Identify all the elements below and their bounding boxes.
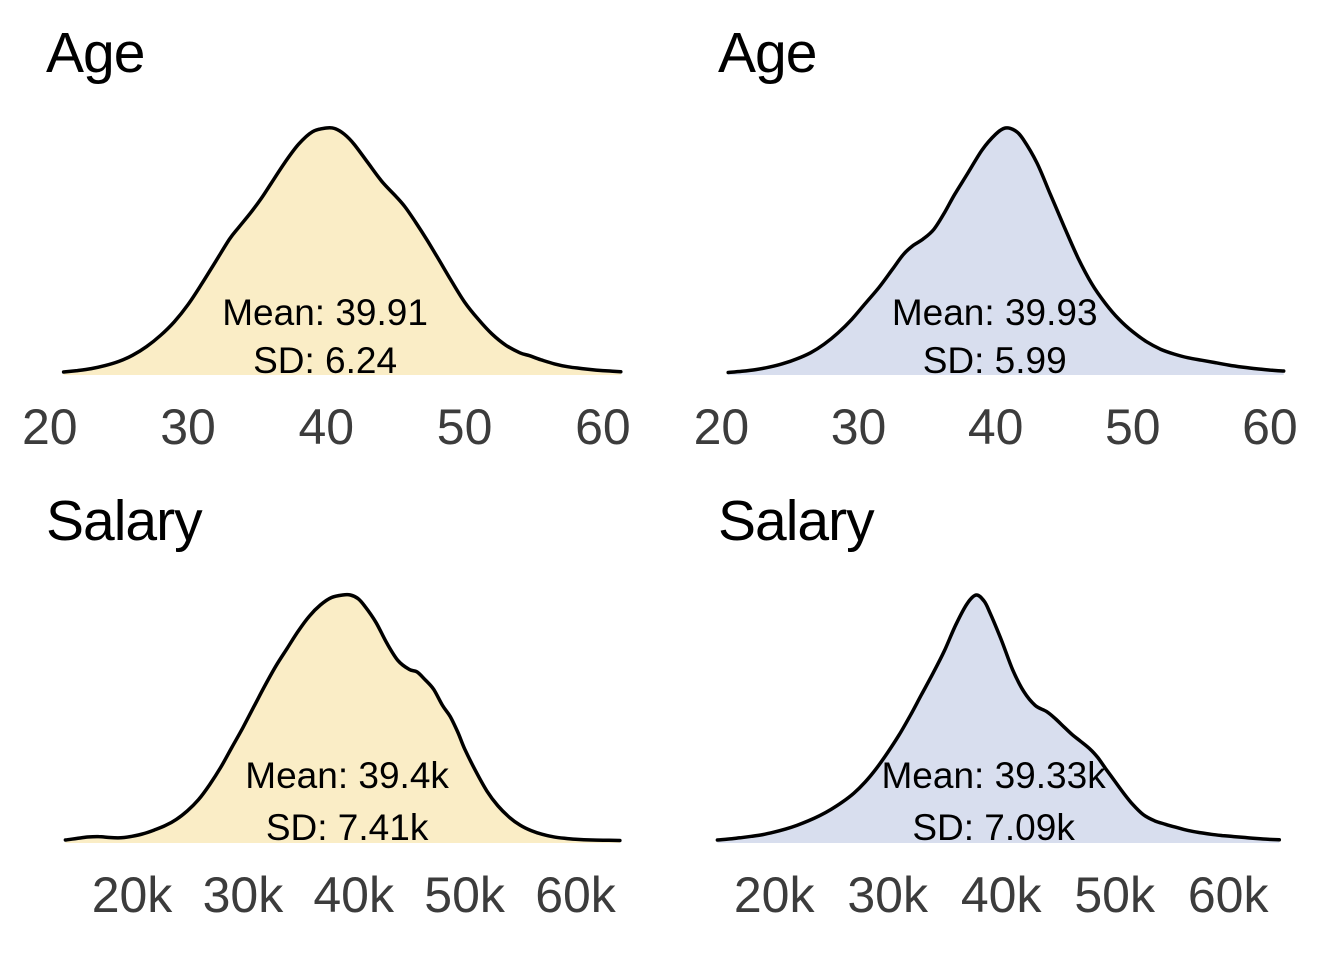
x-tick-label: 50 [1105,399,1161,455]
panel-title: Salary [718,489,875,553]
sd-annotation: SD: 5.99 [923,340,1067,381]
density-curve-outline [63,592,622,843]
density-area [717,594,1280,843]
x-tick-label: 20k [734,867,816,923]
density-plot-svg: Mean: 39.4k SD: 7.41k 20k 30k 40k 50k 60k [63,592,622,923]
x-tick-label: 40k [961,867,1043,923]
x-tick-label: 20 [694,399,750,455]
density-area [63,127,621,375]
density-area [728,127,1284,375]
x-tick-label: 20 [22,399,78,455]
x-tick-label: 40k [313,867,395,923]
x-tick-label: 20k [92,867,174,923]
sd-annotation: SD: 7.41k [266,807,429,848]
density-curve-outline [61,125,623,374]
x-tick-label: 60k [535,867,617,923]
x-tick-label: 50k [424,867,506,923]
sd-annotation: SD: 6.24 [253,340,397,381]
x-tick-label: 60 [1242,399,1298,455]
x-axis-tick-labels: 20 30 40 50 60 [694,399,1298,455]
density-curve-outline [726,126,1286,375]
x-tick-label: 30 [831,399,887,455]
panel-salary-a: Salary Mean: 39.4k SD: 7.41k 20k 30k 40k 50… [0,480,672,960]
x-tick-label: 40 [298,399,354,455]
density-plot-svg: Mean: 39.33k SD: 7.09k 20k 30k 40k 50k 60k [715,593,1282,923]
panel-age-b: Age Mean: 39.93 SD: 5.99 20 30 40 50 60 [672,0,1344,480]
x-axis-tick-labels: 20 30 40 50 60 [22,399,631,455]
mean-annotation: Mean: 39.4k [245,755,449,796]
panel-title: Salary [46,489,203,553]
x-tick-label: 30k [847,867,929,923]
mean-annotation: Mean: 39.93 [892,292,1098,333]
x-tick-label: 40 [968,399,1024,455]
x-tick-label: 30k [203,867,285,923]
x-axis-tick-labels: 20k 30k 40k 50k 60k [734,867,1270,923]
mean-annotation: Mean: 39.33k [881,755,1106,796]
x-tick-label: 60k [1188,867,1270,923]
x-tick-label: 50k [1074,867,1156,923]
x-tick-label: 50 [437,399,493,455]
density-curve-outline [715,593,1282,842]
density-plot-svg: Mean: 39.93 SD: 5.99 20 30 40 50 60 [694,126,1298,455]
density-area [65,594,620,843]
sd-annotation: SD: 7.09k [912,807,1075,848]
mean-annotation: Mean: 39.91 [222,292,428,333]
density-plot-svg: Mean: 39.91 SD: 6.24 20 30 40 50 60 [22,125,631,455]
x-tick-label: 60 [575,399,631,455]
panel-salary-b: Salary Mean: 39.33k SD: 7.09k 20k 30k 40k 5… [672,480,1344,960]
panel-title: Age [46,21,145,85]
panel-age-a: Age Mean: 39.91 SD: 6.24 20 30 40 50 60 [0,0,672,480]
x-axis-tick-labels: 20k 30k 40k 50k 60k [92,867,617,923]
x-tick-label: 30 [160,399,216,455]
panel-title: Age [718,21,817,85]
